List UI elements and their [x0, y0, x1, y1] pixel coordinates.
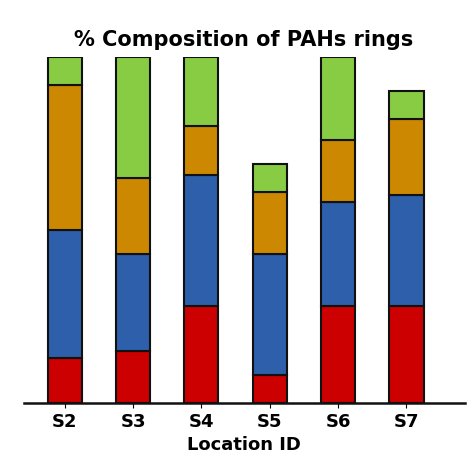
Bar: [47, 230, 82, 358]
Title: % Composition of PAHs rings: % Composition of PAHs rings: [74, 30, 414, 50]
Bar: [116, 57, 150, 178]
Bar: [253, 164, 287, 192]
Bar: [389, 91, 423, 119]
X-axis label: Location ID: Location ID: [187, 436, 301, 454]
Bar: [321, 306, 355, 403]
Bar: [321, 202, 355, 306]
Bar: [389, 306, 423, 403]
Bar: [47, 57, 82, 84]
Bar: [253, 254, 287, 375]
Bar: [253, 192, 287, 254]
Bar: [184, 174, 219, 306]
Bar: [184, 126, 219, 174]
Bar: [116, 178, 150, 254]
Bar: [47, 84, 82, 230]
Bar: [321, 140, 355, 202]
Bar: [116, 351, 150, 403]
Bar: [116, 254, 150, 351]
Bar: [184, 57, 219, 126]
Bar: [321, 57, 355, 140]
Bar: [184, 306, 219, 403]
Bar: [389, 195, 423, 306]
Bar: [47, 358, 82, 403]
Bar: [389, 119, 423, 195]
Bar: [253, 375, 287, 403]
